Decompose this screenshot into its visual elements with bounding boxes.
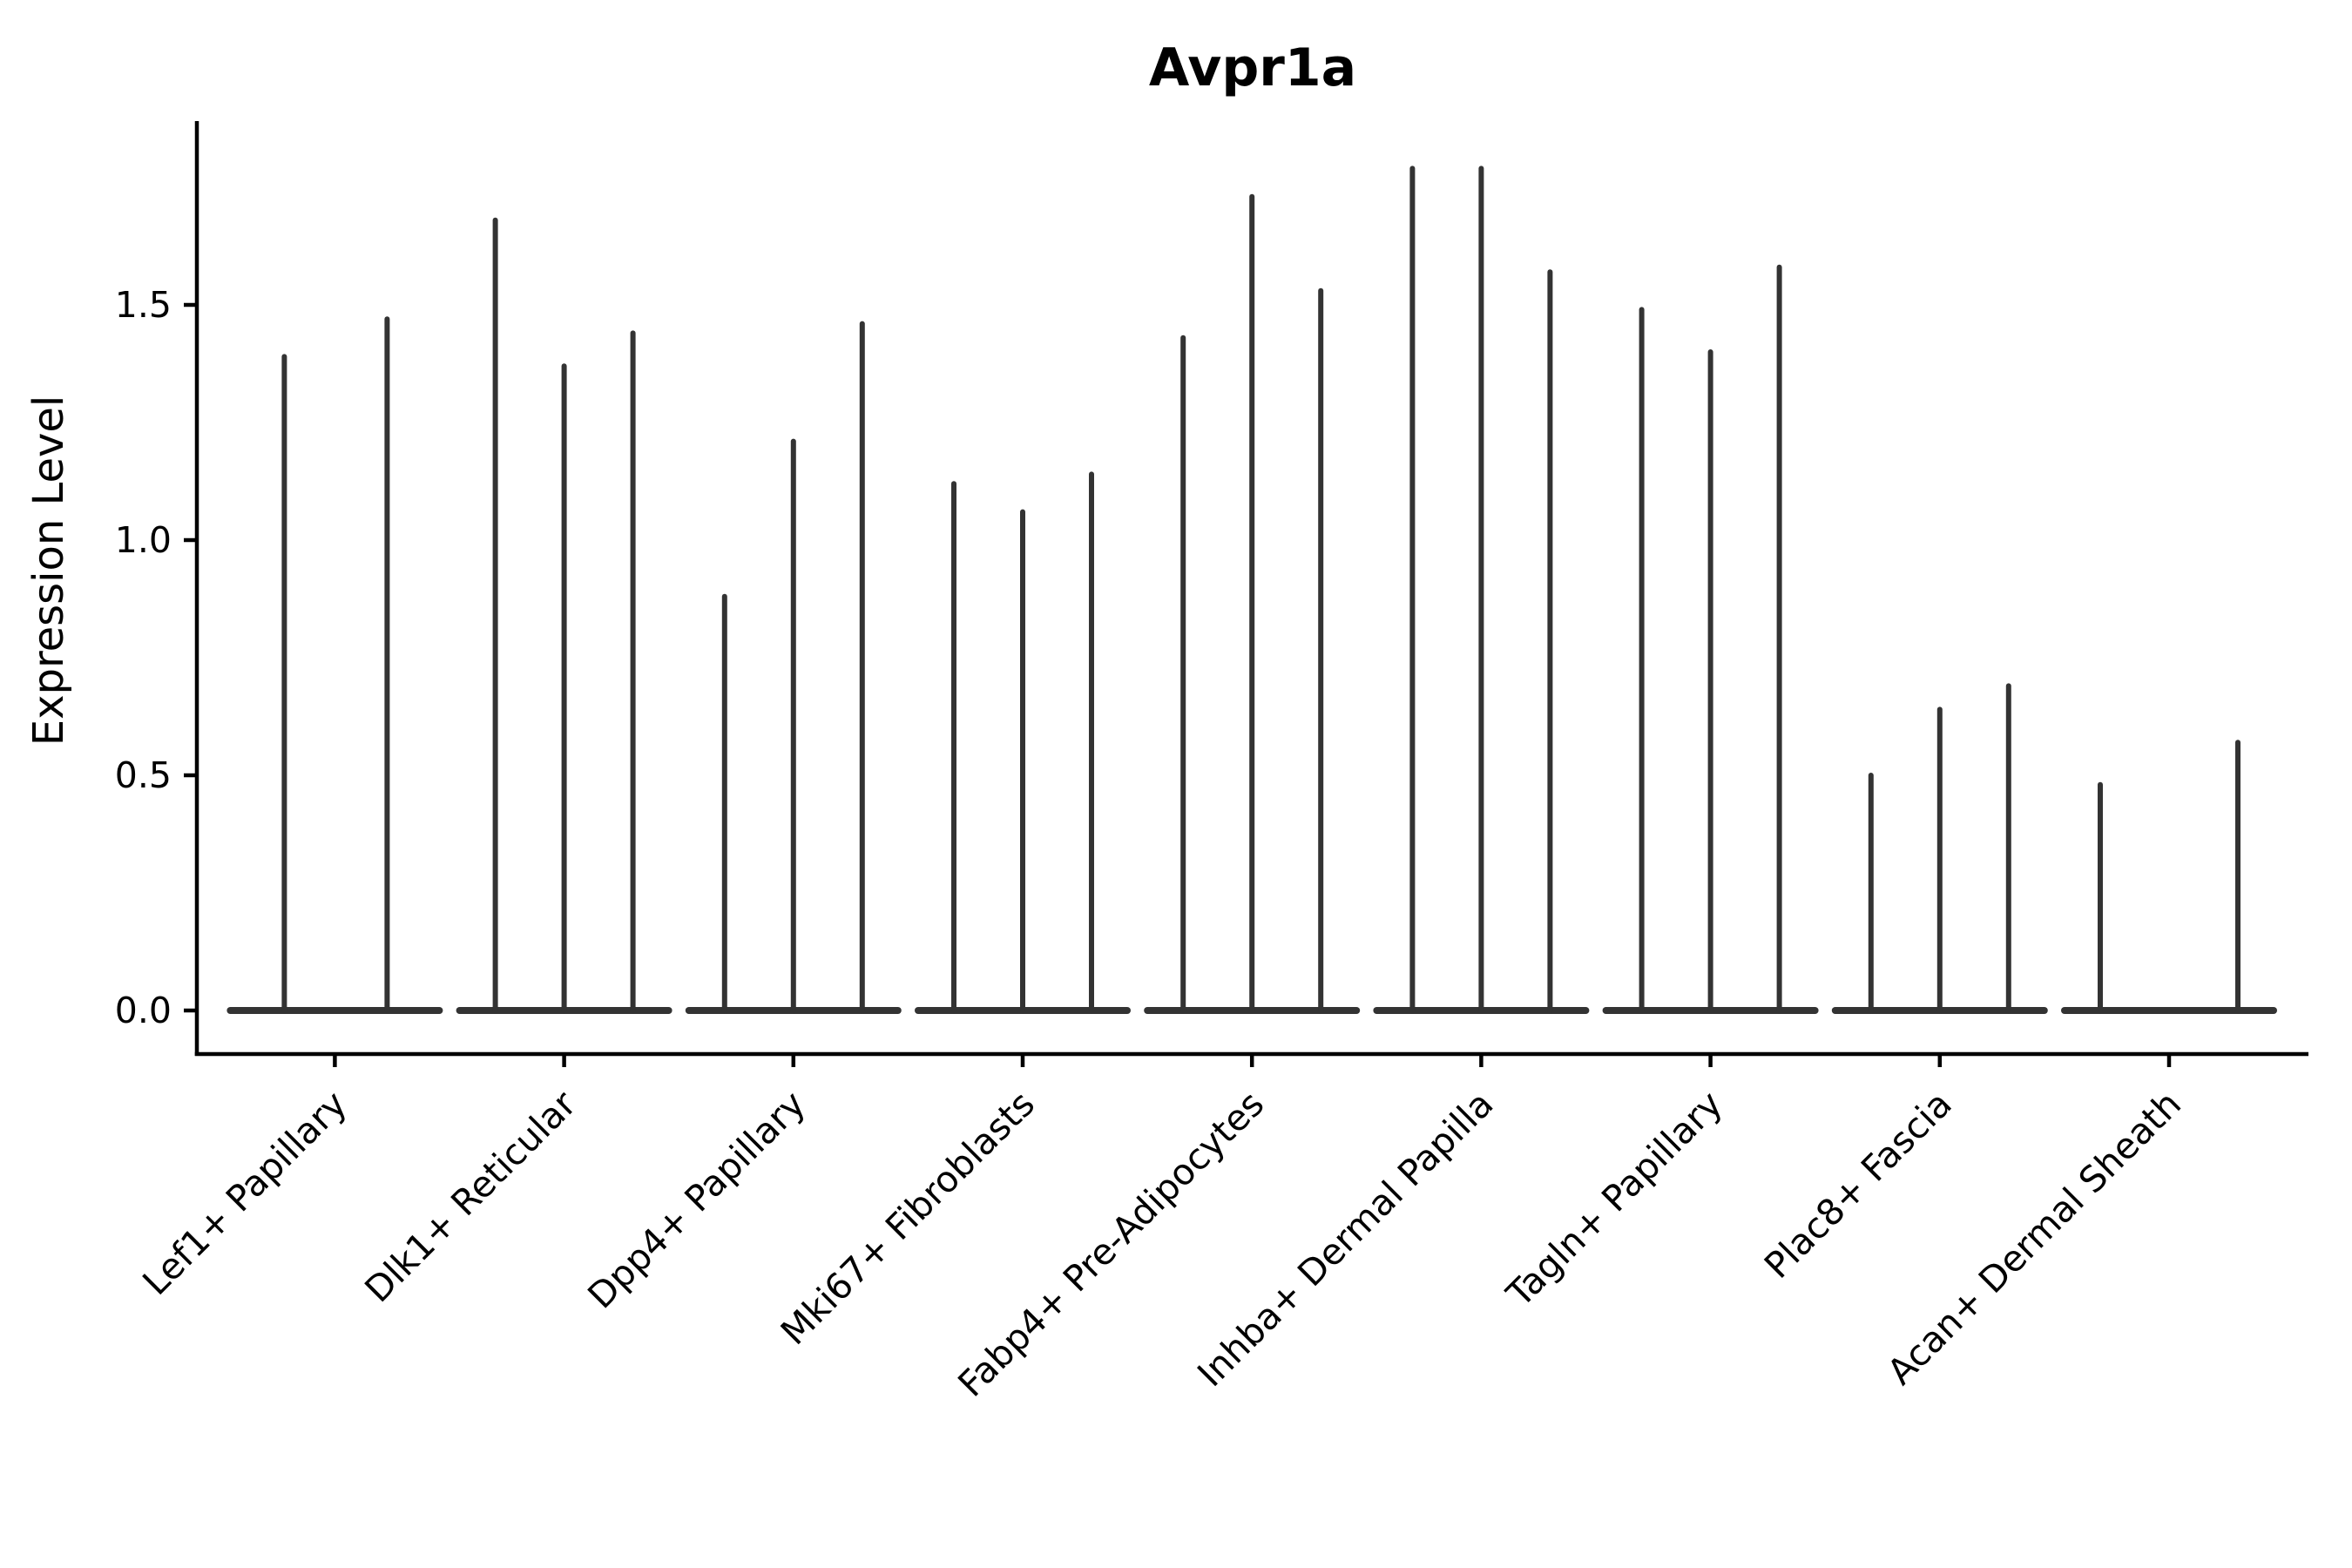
x-axis-ticks	[333, 1054, 2172, 1067]
y-tick-label: 0.5	[115, 754, 172, 796]
x-tick-label: Lef1+ Papillary	[135, 1083, 355, 1303]
violin-group	[226, 316, 443, 1014]
x-tick-label: Plac8+ Fascia	[1756, 1083, 1960, 1287]
x-tick-label: Dlk1+ Reticular	[356, 1083, 584, 1310]
axis-spines	[194, 121, 2308, 1057]
violin-group	[685, 321, 902, 1014]
x-tick-label: Tagln+ Papillary	[1498, 1083, 1731, 1315]
y-axis-title: Expression Level	[24, 395, 73, 747]
violin-group	[1831, 683, 2048, 1014]
violin-group	[1373, 166, 1590, 1014]
y-tick-label: 0.0	[115, 990, 172, 1031]
chart-title: Avpr1a	[1149, 37, 1356, 98]
y-axis-ticks: 0.0 0.5 1.0 1.5	[115, 284, 197, 1031]
y-tick-label: 1.0	[115, 519, 172, 561]
violin-group	[2061, 740, 2277, 1014]
violin-group	[915, 471, 1131, 1014]
x-tick-label: Dpp4+ Papillary	[579, 1083, 813, 1316]
violin-group	[456, 217, 672, 1014]
violins	[226, 166, 2277, 1014]
violin-group	[1144, 193, 1361, 1014]
y-tick-label: 1.5	[115, 284, 172, 326]
violin-group	[1602, 264, 1819, 1014]
x-tick-label: Mki67+ Fibroblasts	[773, 1083, 1043, 1353]
